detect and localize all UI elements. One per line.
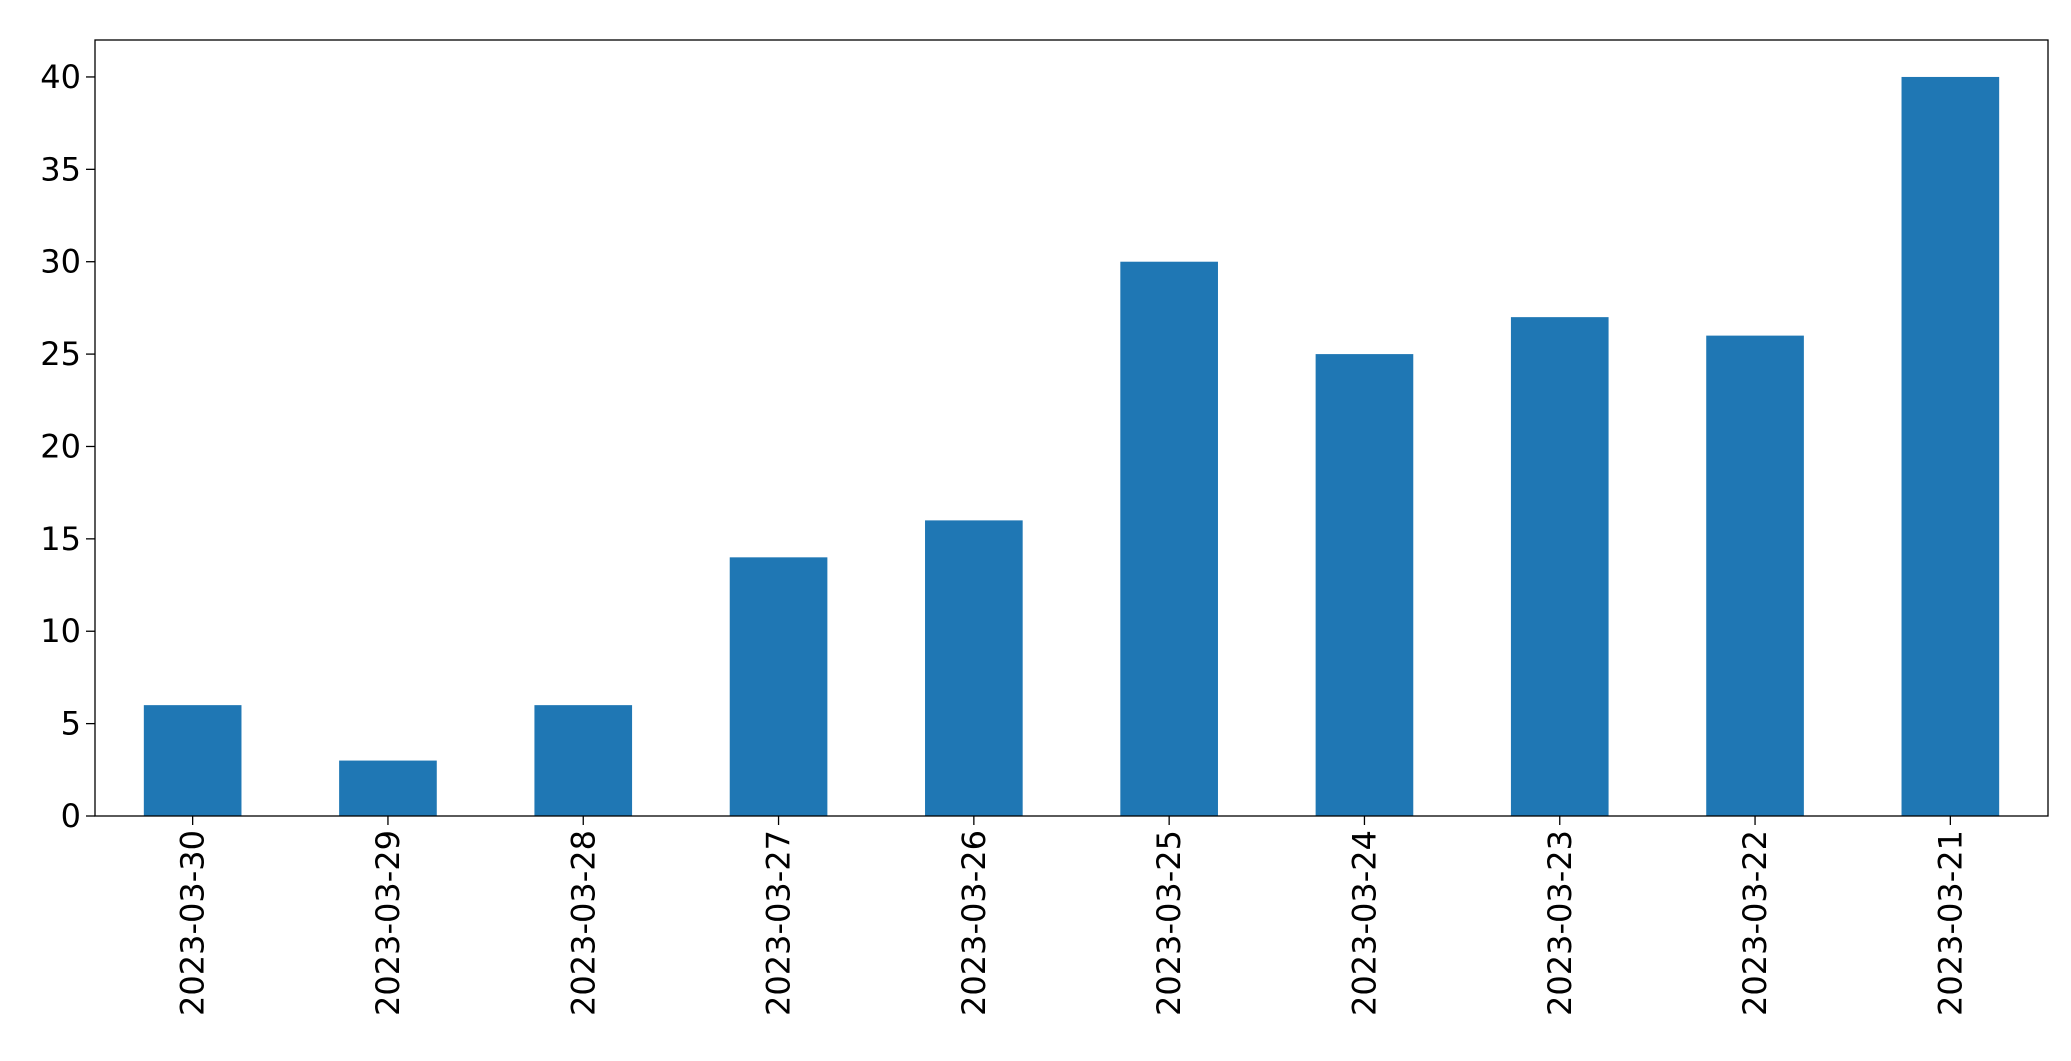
y-tick-label: 35 — [40, 150, 81, 188]
bar — [925, 520, 1023, 816]
x-tick-label: 2023-03-26 — [955, 830, 993, 1016]
bar — [534, 705, 633, 816]
y-tick-label: 30 — [40, 243, 81, 281]
x-tick-label: 2023-03-29 — [369, 830, 407, 1016]
y-tick-label: 5 — [61, 705, 81, 743]
bar — [143, 705, 242, 816]
bar — [1901, 76, 2000, 816]
x-tick-label: 2023-03-28 — [564, 830, 602, 1016]
bar — [1510, 317, 1609, 816]
x-tick-label: 2023-03-30 — [174, 830, 212, 1016]
plot-frame — [94, 39, 2049, 817]
bar — [729, 557, 828, 816]
x-tick-label: 2023-03-21 — [1931, 830, 1969, 1016]
x-tick-label: 2023-03-27 — [760, 830, 798, 1016]
y-tick-label: 20 — [40, 427, 81, 465]
y-tick-label: 0 — [61, 797, 81, 835]
bar — [1315, 354, 1414, 816]
x-tick-label: 2023-03-23 — [1541, 830, 1579, 1016]
y-tick-label: 15 — [40, 520, 81, 558]
y-tick-label: 40 — [40, 58, 81, 96]
x-tick-label: 2023-03-24 — [1345, 830, 1383, 1016]
y-tick-label: 25 — [40, 335, 81, 373]
bar — [339, 760, 437, 816]
x-tick-label: 2023-03-22 — [1736, 830, 1774, 1016]
bar — [1120, 261, 1218, 816]
bar — [1706, 335, 1804, 816]
x-tick-label: 2023-03-25 — [1150, 830, 1188, 1016]
y-tick-label: 10 — [40, 612, 81, 650]
